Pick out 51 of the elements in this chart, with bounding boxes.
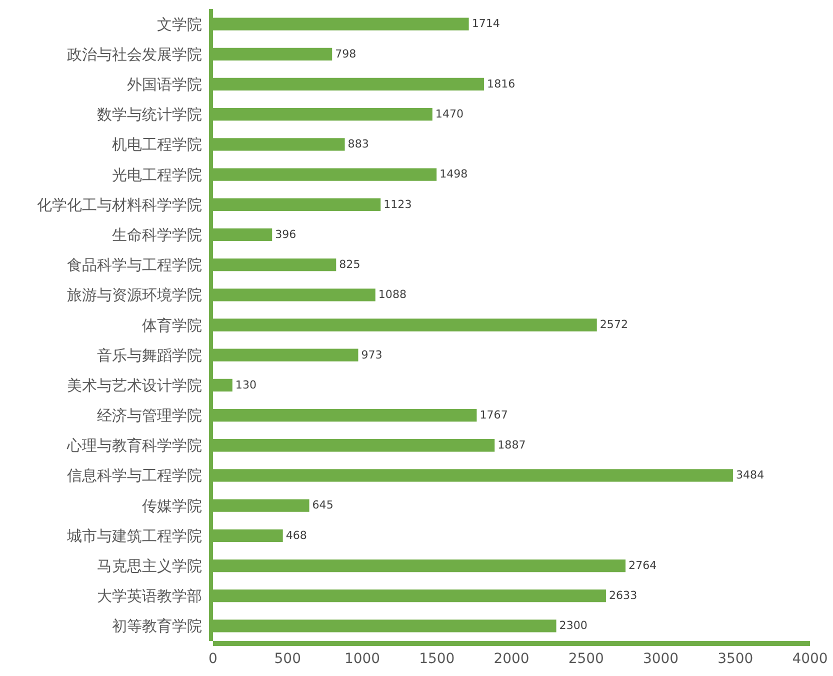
x-tick-label: 1500 [419,650,455,667]
y-tick-label: 机电工程学院 [112,136,202,154]
y-tick-label: 生命科学学院 [112,226,202,244]
data-label: 798 [335,47,356,60]
y-tick-label: 政治与社会发展学院 [67,45,202,64]
y-tick-label: 文学院 [157,15,202,34]
data-label: 1470 [435,107,464,120]
y-tick-label: 城市与建筑工程学院 [66,526,202,545]
x-tick-label: 2500 [568,650,604,667]
data-label: 1816 [487,77,516,90]
y-tick-label: 化学化工与材料科学学院 [37,196,202,214]
data-label: 1498 [440,168,468,181]
data-label: 1123 [384,198,412,211]
y-tick-label: 信息科学与工程学院 [67,466,202,485]
data-label: 1767 [480,408,508,422]
data-label: 1887 [498,438,526,452]
x-tick-label: 500 [274,650,301,667]
data-label: 2300 [559,619,588,632]
y-tick-label: 大学英语教学部 [97,587,202,606]
x-tick-label: 4000 [792,650,828,667]
data-label: 396 [275,228,296,241]
y-tick-label: 初等教育学院 [112,617,202,636]
y-tick-label: 体育学院 [142,316,202,334]
y-tick-label: 光电工程学院 [112,166,202,184]
y-tick-label: 食品科学与工程学院 [67,256,202,274]
data-label: 3484 [736,468,764,482]
data-label: 883 [348,138,369,151]
x-tick-label: 1000 [344,650,380,667]
y-tick-label: 传媒学院 [142,496,202,515]
data-label: 645 [312,498,334,512]
data-label: 2572 [600,318,628,332]
y-tick-label: 旅游与资源环境学院 [67,286,202,304]
y-tick-label: 音乐与舞蹈学院 [97,346,202,364]
x-tick-label: 0 [208,650,218,667]
y-tick-label: 数学与统计学院 [97,106,202,124]
data-label: 825 [339,258,360,271]
y-tick-label: 经济与管理学院 [97,406,202,425]
data-label: 1088 [378,288,407,302]
data-label: 973 [361,348,382,362]
y-tick-label: 心理与教育科学学院 [66,436,202,455]
y-tick-label: 美术与艺术设计学院 [67,376,202,394]
data-label: 2764 [628,558,657,572]
x-tick-label: 2000 [494,650,530,667]
y-tick-label: 外国语学院 [127,75,202,94]
x-tick-label: 3500 [718,650,754,667]
y-tick-label: 马克思主义学院 [97,557,202,576]
data-label: 2633 [608,589,638,602]
data-label: 1714 [472,17,500,30]
x-tick-label: 3000 [642,650,679,667]
data-label: 468 [286,528,307,542]
data-label: 130 [235,378,257,392]
